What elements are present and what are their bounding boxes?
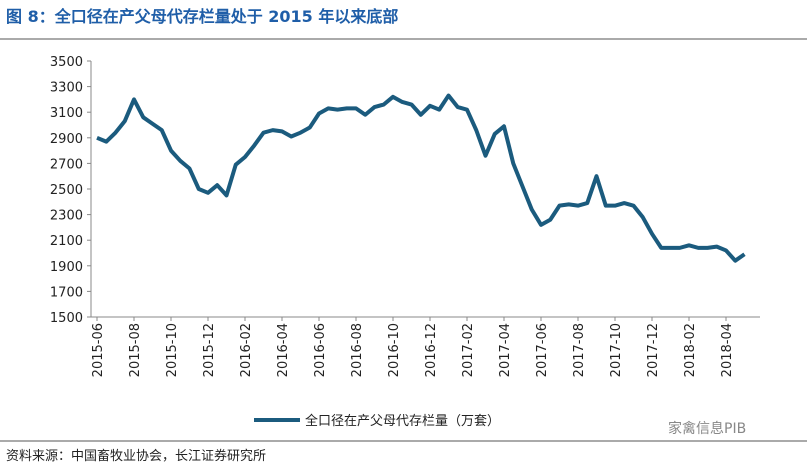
y-tick-label: 3500 <box>50 55 83 70</box>
x-tick-label: 2017-04 <box>498 323 513 377</box>
x-tick-label: 2017-02 <box>461 323 476 377</box>
y-tick-label: 3100 <box>50 106 83 121</box>
data-line <box>96 93 746 263</box>
y-tick-label: 2300 <box>50 209 83 224</box>
x-tick-label: 2016-10 <box>387 323 402 377</box>
x-tick-label: 2015-12 <box>202 323 217 377</box>
y-tick-label: 2700 <box>50 157 83 172</box>
x-tick-label: 2017-12 <box>646 323 661 377</box>
x-tick-label: 2016-02 <box>239 323 254 377</box>
y-tick-label: 3300 <box>50 81 83 96</box>
x-tick-label: 2015-06 <box>91 323 106 377</box>
x-tick-label: 2017-06 <box>535 323 550 377</box>
x-tick-label: 2016-04 <box>276 323 291 377</box>
watermark: 家禽信息PIB <box>668 420 746 437</box>
x-tick-label: 2015-08 <box>128 323 143 377</box>
x-tick-label: 2017-10 <box>609 323 624 377</box>
y-tick-label: 1500 <box>50 311 83 326</box>
legend-label: 全口径在产父母代存栏量（万套） <box>305 413 500 429</box>
x-tick-label: 2017-08 <box>572 323 587 377</box>
x-tick-label: 2018-04 <box>720 323 735 377</box>
y-tick-label: 2100 <box>50 234 83 249</box>
source: 资料来源：中国畜牧业协会，长江证券研究所 <box>6 448 266 464</box>
y-tick-label: 1700 <box>50 285 83 300</box>
chart-title: 图 8：全口径在产父母代存栏量处于 2015 年以来底部 <box>6 7 398 26</box>
x-tick-label: 2016-08 <box>350 323 365 377</box>
x-tick-label: 2016-06 <box>313 323 328 377</box>
x-tick-label: 2016-12 <box>424 323 439 377</box>
y-tick-label: 2900 <box>50 132 83 147</box>
x-tick-label: 2018-02 <box>683 323 698 377</box>
y-tick-label: 2500 <box>50 183 83 198</box>
y-tick-label: 1900 <box>50 260 83 275</box>
x-tick-label: 2015-10 <box>165 323 180 377</box>
